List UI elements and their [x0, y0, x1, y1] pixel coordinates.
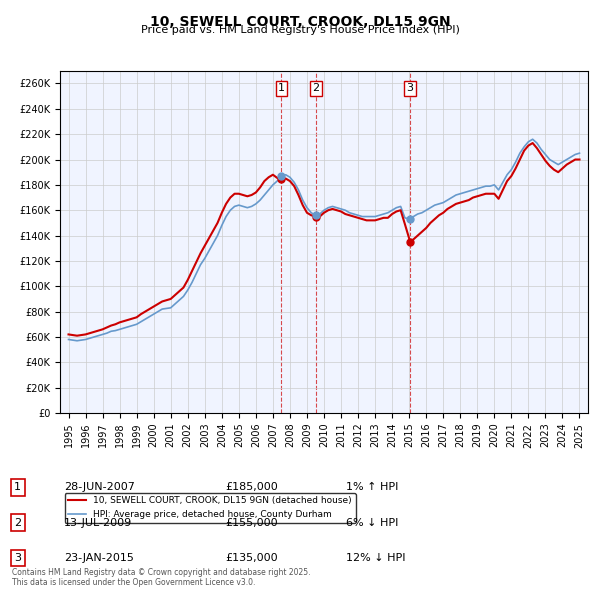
Text: 1: 1 [278, 83, 285, 93]
Text: 2: 2 [313, 83, 320, 93]
Text: 13-JUL-2009: 13-JUL-2009 [64, 518, 132, 527]
Text: 12% ↓ HPI: 12% ↓ HPI [346, 553, 406, 563]
Text: 2: 2 [14, 518, 22, 527]
Text: 6% ↓ HPI: 6% ↓ HPI [346, 518, 398, 527]
Text: Contains HM Land Registry data © Crown copyright and database right 2025.
This d: Contains HM Land Registry data © Crown c… [12, 568, 311, 587]
Text: Price paid vs. HM Land Registry's House Price Index (HPI): Price paid vs. HM Land Registry's House … [140, 25, 460, 35]
Text: 1: 1 [14, 483, 21, 492]
Text: £135,000: £135,000 [225, 553, 278, 563]
Text: 3: 3 [407, 83, 413, 93]
Legend: 10, SEWELL COURT, CROOK, DL15 9GN (detached house), HPI: Average price, detached: 10, SEWELL COURT, CROOK, DL15 9GN (detac… [65, 493, 356, 523]
Text: 1% ↑ HPI: 1% ↑ HPI [346, 483, 398, 492]
Text: 10, SEWELL COURT, CROOK, DL15 9GN: 10, SEWELL COURT, CROOK, DL15 9GN [149, 15, 451, 29]
Text: 23-JAN-2015: 23-JAN-2015 [64, 553, 134, 563]
Text: 28-JUN-2007: 28-JUN-2007 [64, 483, 135, 492]
Text: 3: 3 [14, 553, 21, 563]
Text: £185,000: £185,000 [225, 483, 278, 492]
Text: £155,000: £155,000 [225, 518, 278, 527]
